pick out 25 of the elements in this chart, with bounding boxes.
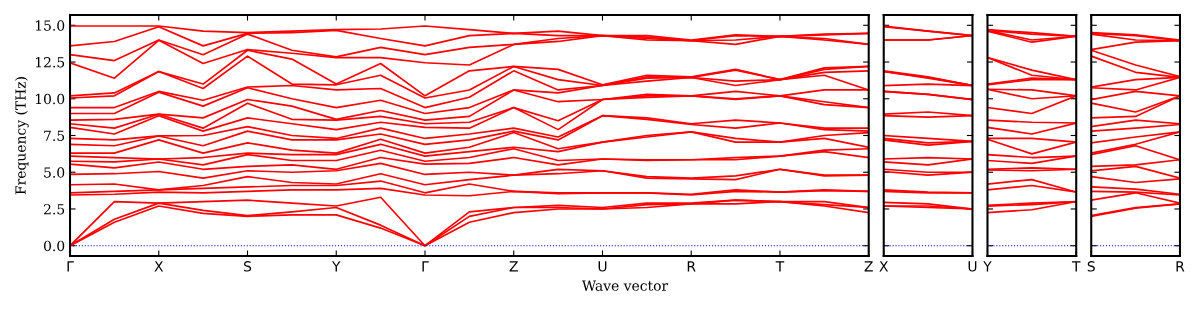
x-tick-label: Y [983,261,992,272]
x-tick-label: Z [509,261,518,272]
x-tick-label: T [1071,261,1081,272]
x-tick-label: R [1176,261,1185,272]
y-tick-label: 10.0 [35,93,65,105]
x-tick-label: U [968,261,977,272]
x-tick-label: Γ [67,261,74,272]
x-tick-label: X [154,261,164,272]
x-axis-title: Wave vector [581,280,669,291]
x-tick-label: S [1087,261,1095,272]
x-tick-label: U [598,261,607,272]
x-tick-label: X [879,261,889,272]
x-tick-label: Z [864,261,873,272]
y-axis-title: Frequency (THz) [15,77,29,195]
y-tick-label: 12.5 [35,57,65,68]
x-tick-label: Γ [422,261,429,272]
x-tick-label: S [244,261,252,272]
y-tick-label: 0.0 [43,240,65,252]
y-tick-label: 2.5 [44,203,65,215]
y-tick-label: 7.5 [44,130,65,141]
x-tick-label: Y [331,261,341,272]
y-tick-label: 5.0 [44,167,65,178]
y-tick-label: 15.0 [35,20,65,31]
x-tick-label: T [775,261,785,272]
x-tick-label: R [687,261,696,272]
